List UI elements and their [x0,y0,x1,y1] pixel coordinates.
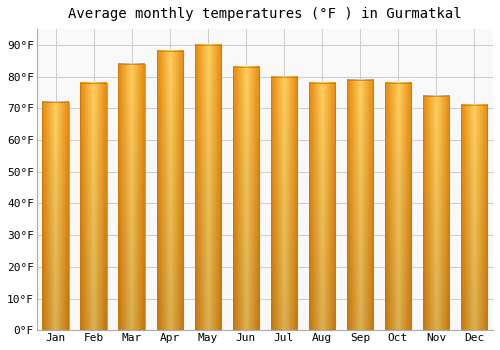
Bar [270,77,297,330]
Bar [42,102,69,330]
Bar [422,96,450,330]
Title: Average monthly temperatures (°F ) in Gurmatkal: Average monthly temperatures (°F ) in Gu… [68,7,462,21]
Bar [80,83,107,330]
Bar [346,80,374,330]
Bar [384,83,411,330]
Bar [156,51,183,330]
Bar [460,105,487,330]
Bar [194,45,221,330]
Bar [308,83,335,330]
Bar [118,64,145,330]
Bar [232,67,259,330]
